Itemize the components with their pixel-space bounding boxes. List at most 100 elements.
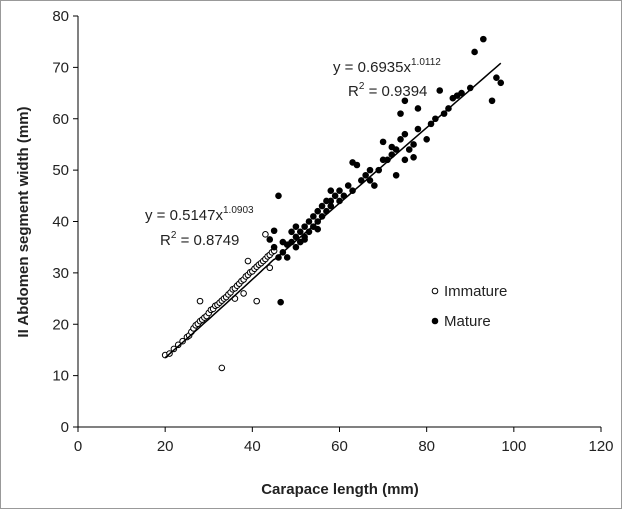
filled-point [497, 79, 505, 87]
filled-point [392, 171, 400, 179]
filled-point [353, 161, 361, 169]
filled-point [379, 138, 387, 146]
filled-point [357, 177, 365, 184]
filled-point [318, 202, 326, 210]
y-tick-label: 60 [52, 111, 69, 128]
x-tick-label: 0 [74, 438, 82, 455]
filled-point [275, 192, 282, 200]
open-point [262, 231, 269, 238]
filled-point [436, 87, 444, 94]
open-point [196, 297, 204, 305]
y-axis-label: II Abdomen segment width (mm) [15, 106, 32, 337]
r2-sup: 2 [359, 81, 365, 92]
filled-point [401, 130, 409, 138]
y-tick-label: 70 [52, 59, 69, 76]
y-tick-label: 40 [52, 214, 69, 231]
filled-point [423, 136, 430, 143]
r2-symbol: R [160, 232, 171, 249]
filled-point [366, 166, 374, 174]
open-point [240, 290, 247, 297]
filled-point [397, 110, 404, 117]
open-point [266, 264, 274, 272]
r2-value: 0.9394 [382, 83, 428, 100]
filled-point [327, 187, 335, 194]
filled-point [283, 254, 291, 261]
trend-line [164, 258, 275, 359]
open-point [218, 364, 226, 372]
filled-point [432, 115, 439, 123]
filled-point [292, 233, 300, 241]
fit-symbol: x [216, 207, 224, 224]
fit-r2: R2 = 0.8749 [160, 230, 239, 249]
filled-point [296, 228, 304, 236]
x-tick-label: 20 [157, 438, 174, 455]
filled-point [410, 141, 417, 148]
open-point [431, 287, 439, 295]
open-point [244, 257, 252, 265]
filled-point [414, 125, 422, 133]
x-tick-label: 80 [418, 438, 435, 455]
legend-label: Mature [444, 313, 491, 330]
filled-point [344, 182, 352, 189]
x-tick-label: 120 [588, 438, 613, 455]
filled-point [292, 243, 300, 251]
filled-point [336, 187, 343, 194]
filled-point [301, 223, 308, 230]
r2-eq: = [364, 83, 381, 100]
filled-point [270, 227, 278, 235]
filled-point [388, 143, 396, 151]
filled-point [270, 243, 278, 251]
r2-value: 0.8749 [194, 232, 240, 249]
r2-sup: 2 [171, 230, 177, 241]
open-point [253, 297, 260, 305]
fit-symbol: x [404, 59, 412, 76]
trend-line [273, 62, 502, 261]
filled-point [331, 192, 339, 200]
filled-point [310, 213, 317, 220]
fit-coefficient: 0.5147 [170, 207, 216, 224]
filled-point [401, 156, 409, 164]
x-axis-label: Carapace length (mm) [261, 481, 419, 498]
filled-point [314, 207, 322, 215]
filled-point [405, 146, 413, 153]
filled-point [471, 48, 478, 56]
fit-exponent: 1.0903 [223, 205, 254, 216]
y-tick-label: 30 [52, 265, 69, 282]
y-tick-label: 80 [52, 8, 69, 25]
filled-point [277, 298, 284, 306]
filled-point [292, 223, 300, 230]
filled-point [458, 89, 465, 97]
r2-eq: = [176, 232, 193, 249]
x-tick-label: 60 [331, 438, 348, 455]
open-point [170, 345, 178, 353]
filled-point [305, 218, 313, 225]
fit-coefficient: 0.6935 [358, 59, 404, 76]
filled-point [301, 236, 308, 243]
open-point [179, 337, 186, 345]
filled-point [327, 197, 335, 205]
filled-point [488, 97, 496, 105]
fit-exponent: 1.0112 [411, 57, 441, 68]
filled-point [371, 182, 378, 189]
filled-point [362, 171, 369, 179]
filled-point [397, 136, 404, 143]
y-tick-label: 50 [52, 162, 69, 179]
filled-point [288, 228, 295, 236]
y-tick-label: 20 [52, 316, 69, 333]
filled-point [401, 97, 409, 105]
filled-point [480, 35, 487, 43]
filled-point [314, 225, 322, 233]
y-tick-label: 0 [61, 419, 69, 436]
y-tick-label: 10 [52, 368, 69, 385]
filled-point [431, 317, 439, 325]
legend-label: Immature [444, 283, 507, 300]
r2-symbol: R [348, 83, 359, 100]
fit-r2: R2 = 0.9394 [348, 81, 427, 100]
filled-point [493, 74, 500, 81]
fit-lead: y = [145, 207, 170, 224]
fit-lead: y = [333, 59, 358, 76]
x-tick-label: 40 [244, 438, 261, 455]
filled-point [414, 105, 422, 112]
